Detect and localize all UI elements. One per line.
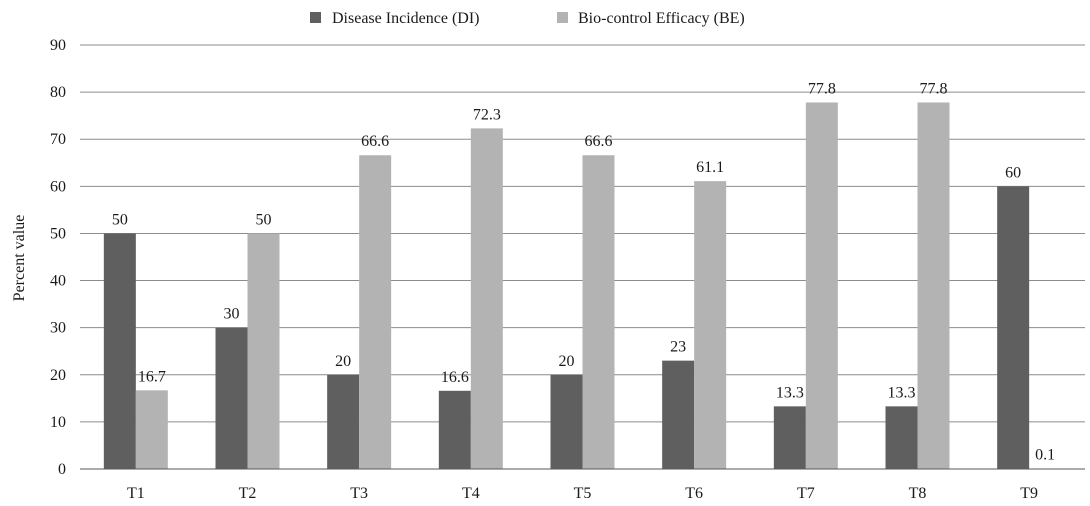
bar-di-t9 xyxy=(997,186,1030,470)
legend-swatch-di xyxy=(310,12,321,23)
x-tick-label-t1: T1 xyxy=(127,485,145,502)
data-label-be-t4: 72.3 xyxy=(473,106,501,123)
y-axis-title: Percent value xyxy=(11,215,28,302)
bar-be-t2 xyxy=(247,233,280,469)
y-tick-label-0: 0 xyxy=(58,461,66,478)
y-tick-label-1: 10 xyxy=(50,414,66,431)
legend-label-di: Disease Incidence (DI) xyxy=(332,10,479,27)
y-tick-label-4: 40 xyxy=(50,273,66,290)
x-tick-label-t2: T2 xyxy=(239,485,257,502)
data-label-be-t3: 66.6 xyxy=(361,133,389,150)
y-tick-label-9: 90 xyxy=(50,37,66,54)
bar-be-t4 xyxy=(470,128,503,470)
data-label-di-t1: 50 xyxy=(112,211,128,228)
bars xyxy=(103,102,1062,470)
bar-di-t5 xyxy=(550,374,583,469)
legend-swatch-be xyxy=(557,12,568,23)
y-tick-label-6: 60 xyxy=(50,178,66,195)
x-tick-label-t5: T5 xyxy=(574,485,592,502)
y-tick-label-3: 30 xyxy=(50,320,66,337)
x-tick-label-t6: T6 xyxy=(685,485,703,502)
data-label-di-t5: 20 xyxy=(559,353,575,370)
data-label-di-t2: 30 xyxy=(224,306,240,323)
data-label-di-t4: 16.6 xyxy=(441,369,469,386)
category-labels: T1 T2 T3 T4 T5 T6 T7 T8 T9 xyxy=(127,485,1038,502)
bar-be-t3 xyxy=(359,155,392,470)
bar-be-t8 xyxy=(917,102,950,469)
data-labels: 50 16.7 30 50 20 66.6 16.6 72.3 20 66.6 23 61.1 13.3… xyxy=(112,80,1055,463)
legend-label-be: Bio-control Efficacy (BE) xyxy=(578,10,745,27)
y-axis-ticks: 0 10 20 30 40 50 60 70 80 90 xyxy=(50,37,66,478)
x-tick-label-t9: T9 xyxy=(1020,485,1038,502)
bar-di-t2 xyxy=(215,327,248,469)
data-label-di-t8: 13.3 xyxy=(888,384,916,401)
data-label-be-t1: 16.7 xyxy=(138,368,166,385)
bar-be-t6 xyxy=(694,181,727,469)
legend: Disease Incidence (DI) Bio-control Effic… xyxy=(310,10,745,27)
bar-di-t1 xyxy=(103,233,136,469)
bar-di-t8 xyxy=(885,406,918,469)
data-label-be-t9: 0.1 xyxy=(1035,447,1055,464)
y-tick-label-8: 80 xyxy=(50,84,66,101)
y-tick-label-5: 50 xyxy=(50,225,66,242)
data-label-be-t8: 77.8 xyxy=(920,80,948,97)
bar-di-t4 xyxy=(438,390,471,469)
data-label-di-t3: 20 xyxy=(335,353,351,370)
data-label-be-t7: 77.8 xyxy=(808,80,836,97)
data-label-di-t7: 13.3 xyxy=(776,384,804,401)
y-tick-label-2: 20 xyxy=(50,367,66,384)
data-label-be-t5: 66.6 xyxy=(585,133,613,150)
bar-be-t1 xyxy=(135,390,168,469)
x-tick-label-t4: T4 xyxy=(462,485,480,502)
y-tick-label-7: 70 xyxy=(50,131,66,148)
bar-di-t3 xyxy=(327,374,360,469)
x-tick-label-t3: T3 xyxy=(350,485,368,502)
x-tick-label-t8: T8 xyxy=(909,485,927,502)
data-label-be-t2: 50 xyxy=(256,211,272,228)
x-tick-label-t7: T7 xyxy=(797,485,815,502)
data-label-be-t6: 61.1 xyxy=(696,159,724,176)
data-label-di-t9: 60 xyxy=(1005,164,1021,181)
bar-di-t6 xyxy=(662,360,695,469)
bar-be-t7 xyxy=(805,102,838,469)
bar-di-t7 xyxy=(773,406,806,469)
data-label-di-t6: 23 xyxy=(670,339,686,356)
bar-be-t5 xyxy=(582,155,615,470)
